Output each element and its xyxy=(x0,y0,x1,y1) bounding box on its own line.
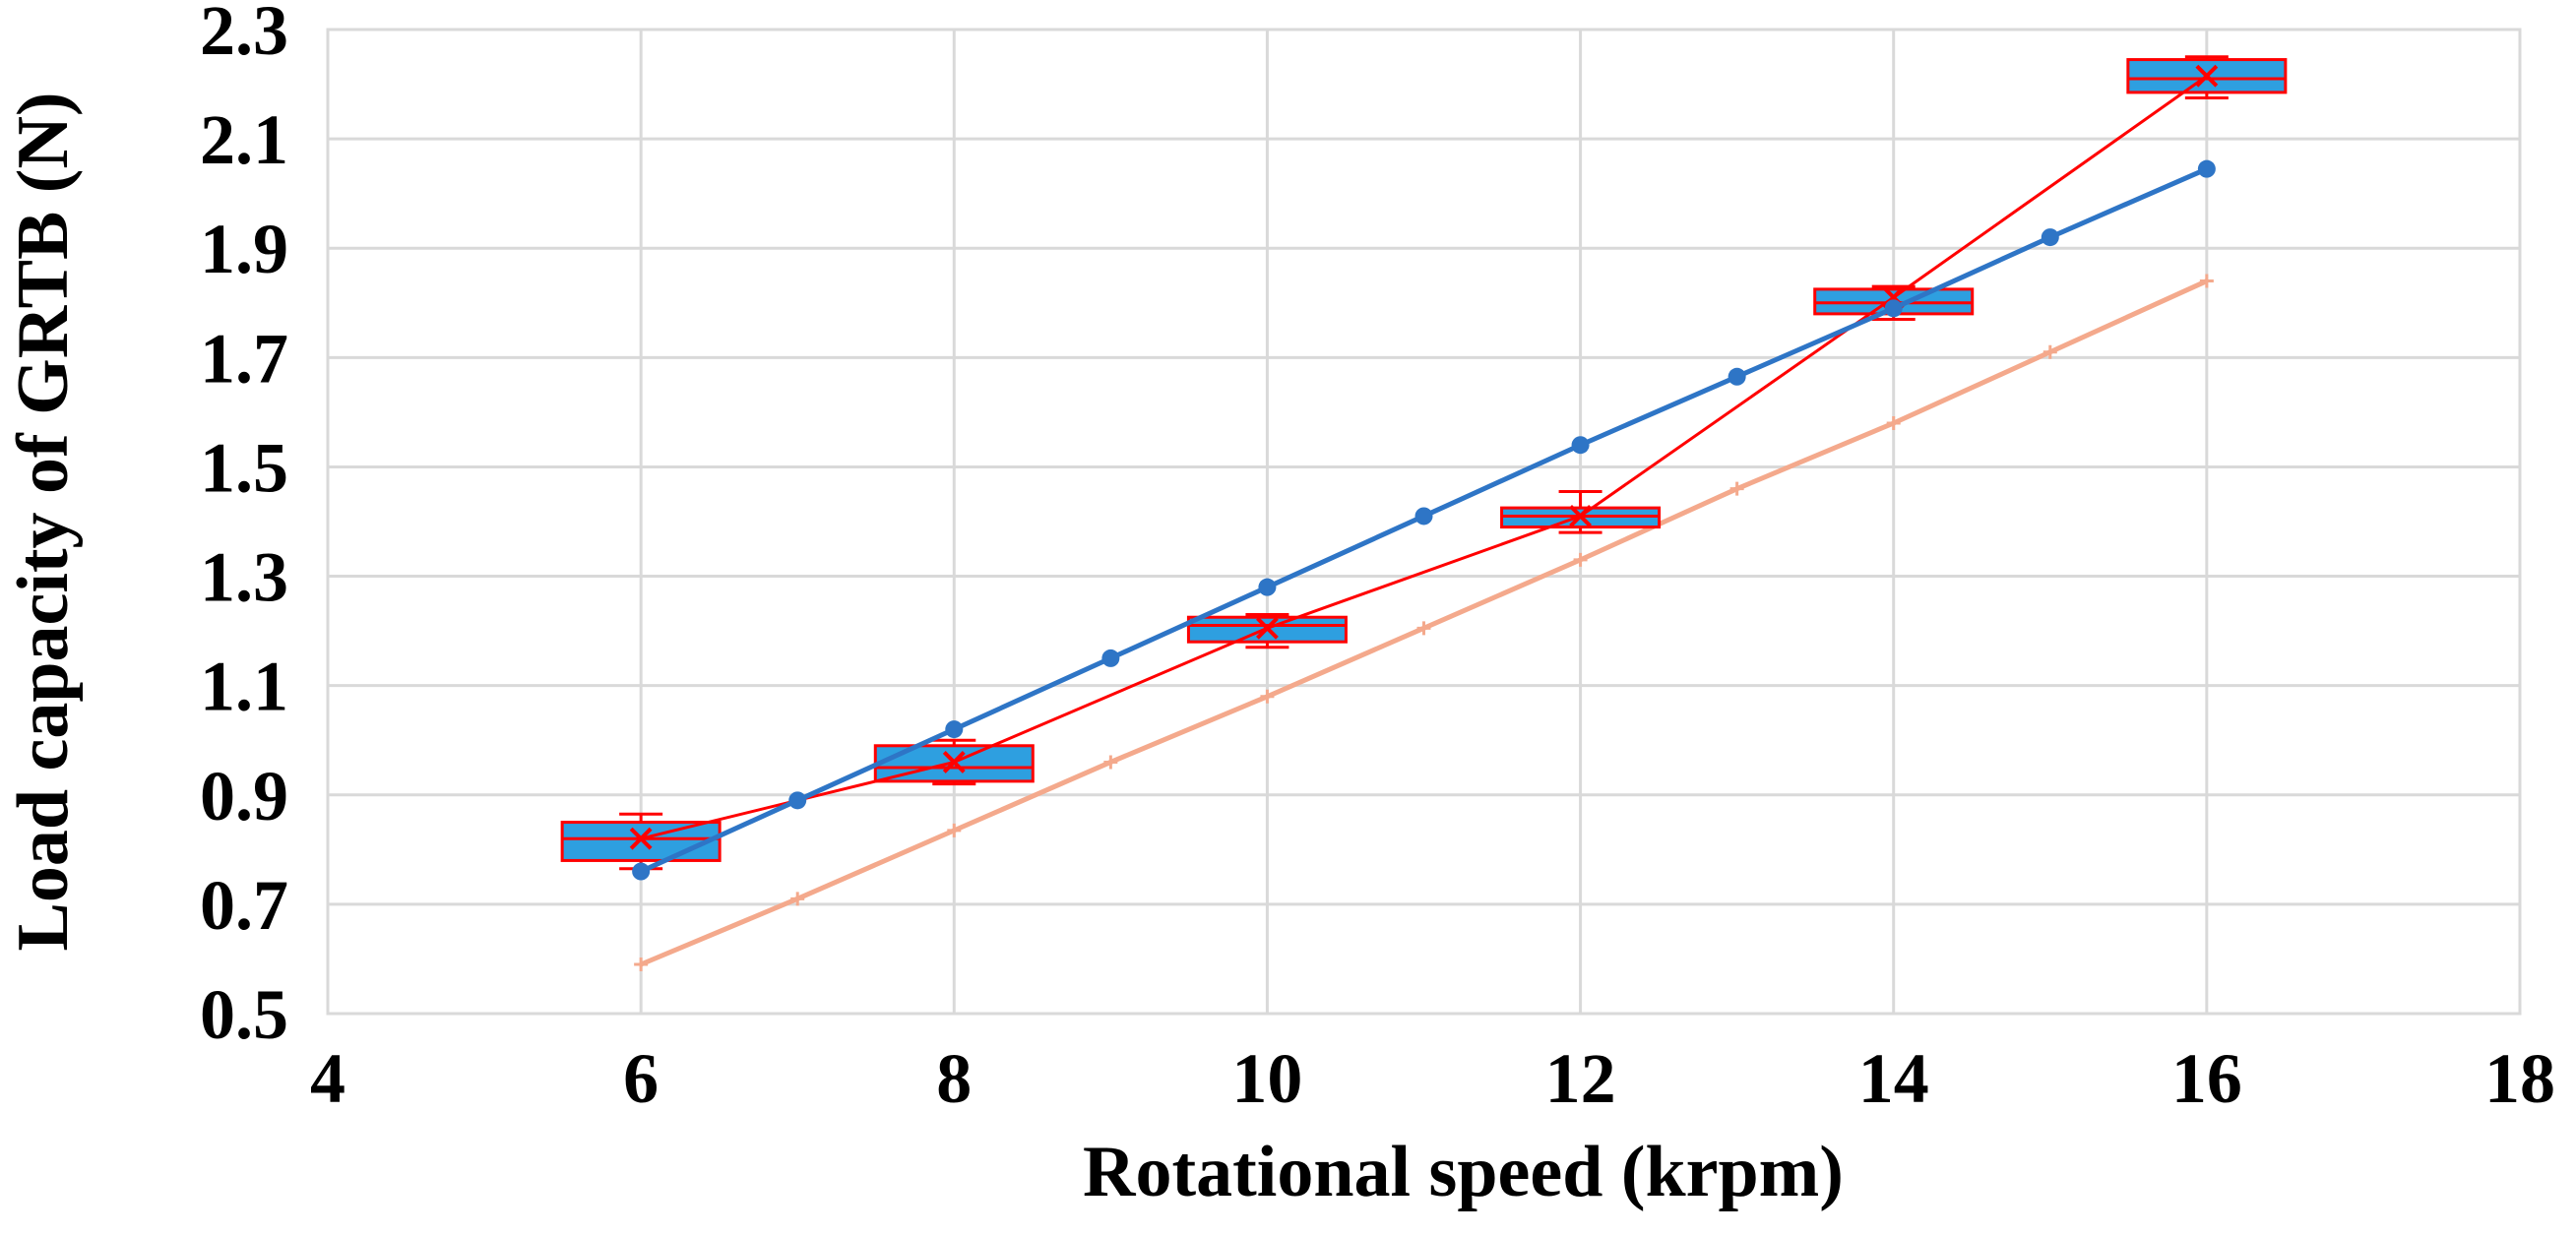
y-tick-label: 0.5 xyxy=(200,975,288,1054)
y-tick-label: 0.9 xyxy=(200,757,288,835)
x-tick-label: 6 xyxy=(623,1039,659,1118)
red-mean-line xyxy=(640,74,2208,840)
x-tick-label: 16 xyxy=(2171,1039,2242,1118)
y-tick-label: 1.9 xyxy=(200,210,288,288)
blue-series-point xyxy=(945,720,964,739)
blue-series-point xyxy=(632,862,651,881)
y-tick-label: 1.7 xyxy=(200,319,288,398)
y-tick-label: 0.7 xyxy=(200,866,288,945)
blue-series-point xyxy=(1414,507,1433,525)
x-tick-label: 10 xyxy=(1231,1039,1302,1118)
red-mean-marker xyxy=(629,827,653,850)
y-tick-label: 1.1 xyxy=(200,648,288,726)
boxplot xyxy=(1500,489,1662,534)
blue-series-point xyxy=(2041,228,2059,247)
x-axis-title: Rotational speed (krpm) xyxy=(1083,1132,1844,1212)
y-axis-title: Load capacity of GRTB (N) xyxy=(3,92,84,951)
red-mean-marker xyxy=(1569,505,1592,527)
red-mean-marker xyxy=(1256,616,1279,640)
blue-series-point xyxy=(788,791,807,810)
blue-series-point xyxy=(1258,578,1277,596)
orange-series-point xyxy=(947,823,962,837)
blue-series-point xyxy=(1728,367,1746,386)
orange-series-point xyxy=(2199,274,2214,288)
blue-series-point xyxy=(2197,159,2216,178)
grid-layer xyxy=(326,28,2522,1016)
orange-series-point xyxy=(1886,416,1901,430)
red-mean-marker xyxy=(942,751,966,773)
x-tick-label: 4 xyxy=(310,1039,346,1118)
orange-series-point xyxy=(1103,755,1118,770)
x-tick-label: 14 xyxy=(1858,1039,1929,1118)
series-layer xyxy=(560,55,2288,971)
orange-series-point xyxy=(790,892,805,906)
orange-series-point xyxy=(1416,621,1431,636)
blue-series-point xyxy=(1884,299,1903,318)
orange-series-point xyxy=(1729,481,1744,496)
blue-series-point xyxy=(1101,649,1120,667)
orange-series-point xyxy=(634,958,649,971)
y-tick-label: 1.5 xyxy=(200,428,288,507)
x-tick-label: 18 xyxy=(2484,1039,2555,1118)
orange-series-point xyxy=(1260,689,1275,704)
red-mean-marker xyxy=(2195,64,2219,88)
orange-series-point xyxy=(2042,344,2057,359)
tick-layer: 0.5 0.7 0.9 1.1 1.3 1.5 1.7 1.9 2.1 2.3 4 6 8 10 12 14 1… xyxy=(200,0,2555,1118)
x-tick-label: 12 xyxy=(1545,1039,1616,1118)
y-tick-label: 2.3 xyxy=(200,0,288,70)
y-tick-label: 2.1 xyxy=(200,100,288,179)
x-tick-label: 8 xyxy=(936,1039,972,1118)
orange-series-point xyxy=(1573,552,1588,567)
blue-series-point xyxy=(1571,436,1590,455)
y-tick-label: 1.3 xyxy=(200,538,288,617)
